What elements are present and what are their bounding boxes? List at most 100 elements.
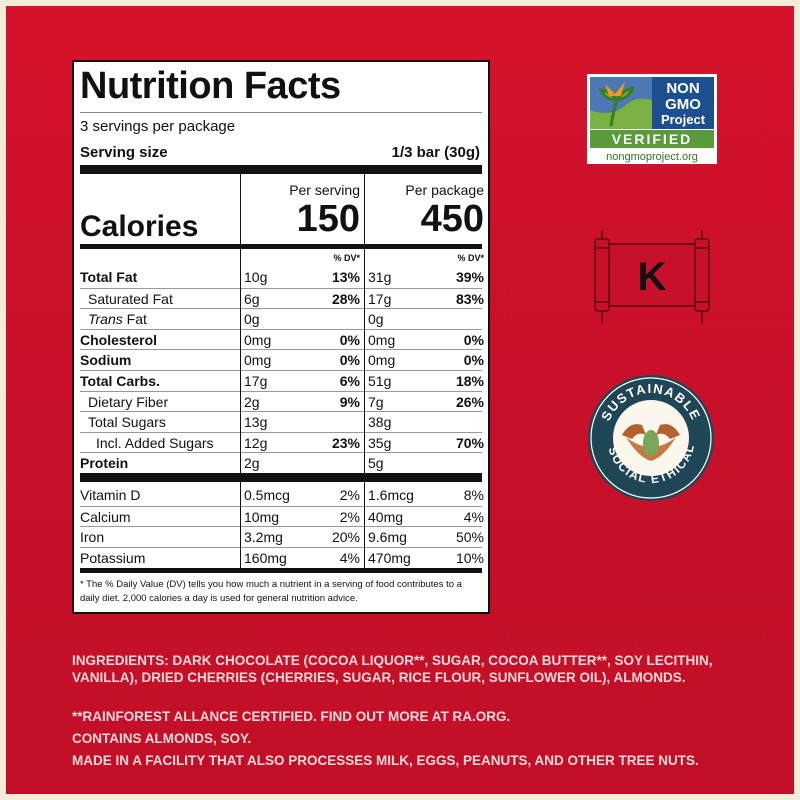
nutrient-row: Saturated Fat 6g 28% 17g 83% (80, 287, 484, 309)
package-panel: Nutrition Facts 3 servings per package S… (6, 6, 794, 794)
leaf-icon (643, 430, 659, 456)
nutrient-s-dv: 28% (331, 290, 360, 307)
butterfly-icon (605, 82, 625, 96)
vitamin-label: Calcium (80, 508, 131, 525)
nutrient-p-dv: 0% (463, 331, 484, 348)
vitamin-label: Potassium (80, 549, 146, 566)
vitamin-s-dv: 4% (339, 549, 360, 566)
nutrient-row: Incl. Added Sugars 12g 23% 35g 70% (80, 431, 484, 453)
thick-divider (80, 165, 482, 174)
nutrient-s-amt: 6g (244, 290, 260, 307)
nutrient-label: Incl. Added Sugars (96, 434, 214, 451)
nutrient-row: Sodium 0mg 0% 0mg 0% (80, 349, 484, 370)
vitamin-s-dv: 20% (331, 529, 360, 546)
nutrient-p-amt: 0mg (368, 352, 396, 369)
dv-header-serving: % DV* (333, 253, 360, 263)
divider (80, 112, 482, 113)
nutrient-label: Trans Fat (88, 311, 147, 328)
vitamin-s-amt: 0.5mcg (244, 487, 290, 503)
right-hand-icon (656, 424, 680, 439)
nutrient-p-amt: 51g (368, 373, 392, 389)
calories-per-serving: 150 (296, 198, 360, 240)
vitamin-label: Vitamin D (80, 487, 141, 503)
nutrient-label: Cholesterol (80, 331, 158, 348)
medium-divider (80, 568, 482, 573)
nutrient-label: Dietary Fiber (88, 393, 169, 410)
nutrient-p-amt: 7g (368, 393, 384, 410)
kosher-logo: K (594, 230, 710, 324)
nutrient-p-amt: 0g (368, 311, 384, 328)
nutrient-row: Dietary Fiber 2g 9% 7g 26% (80, 390, 484, 412)
nutrient-p-dv: 83% (455, 290, 484, 307)
vitamin-s-dv: 2% (339, 487, 360, 503)
rainforest-note: **RAINFOREST ALLANCE CERTIFIED. FIND OUT… (72, 709, 511, 724)
nutrient-p-dv: 0% (463, 352, 484, 369)
vitamin-s-amt: 160mg (244, 549, 287, 566)
serving-size-value: 1/3 bar (30g) (391, 144, 480, 161)
vitamin-p-dv: 50% (455, 529, 484, 546)
kosher-letter: K (638, 255, 667, 299)
column-separator (240, 482, 241, 568)
nutrient-p-amt: 17g (368, 290, 392, 307)
vitamin-s-amt: 10mg (244, 508, 280, 525)
dv-header-package: % DV* (457, 253, 484, 263)
nutrient-p-amt: 0mg (368, 331, 396, 348)
dv-footnote: * The % Daily Value (DV) tells you how m… (80, 579, 462, 604)
nutrient-row: Protein 2g 5g (80, 452, 482, 473)
nutrient-p-dv: 39% (455, 269, 484, 285)
non-gmo-url: nongmoproject.org (606, 151, 698, 163)
nutrient-s-amt: 0mg (244, 352, 272, 369)
column-separator (364, 174, 365, 248)
nutrient-row: Total Carbs. 17g 6% 51g 18% (80, 370, 484, 391)
ingredients-text: INGREDIENTS: DARK CHOCOLATE (COCOA LIQUO… (72, 653, 713, 685)
medium-divider (80, 244, 482, 249)
nutrient-s-dv: 9% (339, 393, 360, 410)
nutrient-label: Sodium (80, 352, 132, 369)
vitamin-row: Calcium 10mg 2% 40mg 4% (80, 505, 484, 527)
servings-per-package: 3 servings per package (80, 118, 236, 135)
non-gmo-verified: VERIFIED (612, 131, 693, 147)
nutrient-p-dv: 26% (455, 393, 484, 410)
nutrient-s-dv: 0% (339, 331, 360, 348)
serving-size-label: Serving size (80, 144, 168, 161)
nutrient-label: Total Carbs. (80, 373, 160, 389)
vitamin-p-amt: 1.6mcg (368, 487, 414, 503)
facility-warning: MADE IN A FACILITY THAT ALSO PROCESSES M… (72, 753, 699, 768)
vitamin-p-amt: 9.6mg (368, 529, 407, 546)
nutrient-p-amt: 38g (368, 414, 392, 431)
nutrition-facts-label: Nutrition Facts 3 servings per package S… (72, 60, 490, 614)
vitamin-p-amt: 470mg (368, 549, 411, 566)
non-gmo-line1: NON (666, 80, 699, 97)
nutrient-s-amt: 10g (244, 269, 268, 285)
vitamin-row: Iron 3.2mg 20% 9.6mg 50% (80, 526, 484, 547)
nutrient-p-amt: 31g (368, 269, 392, 285)
non-gmo-verified-logo: NON GMO Project VERIFIED nongmoproject.o… (587, 74, 717, 164)
nutrient-label: Protein (80, 455, 129, 472)
nutrient-label: Total Fat (80, 269, 138, 285)
nutrient-s-dv: 23% (331, 434, 360, 451)
non-gmo-line3: Project (661, 112, 706, 127)
nutrient-p-dv: 70% (455, 434, 484, 451)
column-separator (364, 248, 365, 473)
nutrient-s-amt: 12g (244, 434, 268, 451)
column-separator (240, 174, 241, 248)
nutrient-s-dv: 6% (339, 373, 360, 389)
sustainable-social-ethical-badge: SUSTAINABLE SOCIAL ETHICAL (588, 375, 714, 501)
nutrient-row: Total Sugars 13g 38g (80, 411, 482, 432)
vitamin-p-dv: 10% (455, 549, 484, 566)
allergen-contains: CONTAINS ALMONDS, SOY. (72, 731, 252, 746)
column-separator (240, 248, 241, 473)
calories-label: Calories (80, 210, 199, 243)
vitamin-row: Potassium 160mg 4% 470mg 10% (80, 546, 484, 568)
nutrient-p-dv: 18% (455, 373, 484, 389)
vitamin-p-amt: 40mg (368, 508, 404, 525)
nutrient-row: Total Fat 10g 13% 31g 39% (80, 267, 484, 287)
per-package-label: Per package (405, 182, 484, 198)
thick-divider (80, 473, 482, 482)
non-gmo-line2: GMO (665, 96, 701, 113)
nutrient-label: Saturated Fat (88, 290, 173, 307)
vitamin-s-dv: 2% (339, 508, 360, 525)
nutrient-row: Cholesterol 0mg 0% 0mg 0% (80, 328, 484, 350)
nutrient-s-dv: 13% (331, 269, 360, 285)
nutrient-label-italic: Trans (88, 311, 123, 328)
